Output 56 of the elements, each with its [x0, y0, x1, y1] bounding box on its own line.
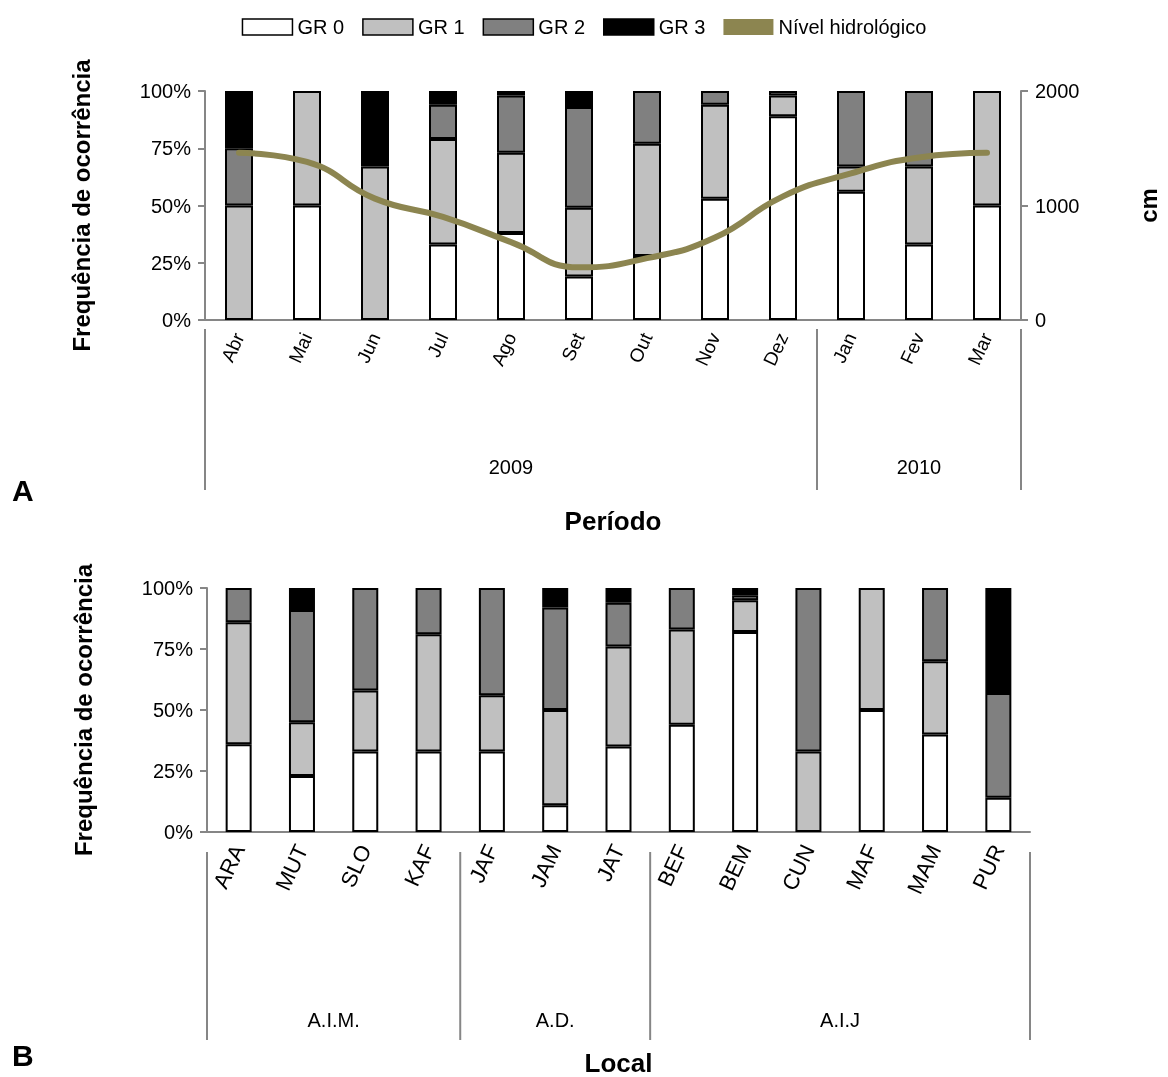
x-tick-label: JAT	[591, 840, 630, 886]
x-tick-label: MAM	[902, 840, 947, 898]
y2-axis-title: cm	[1134, 188, 1162, 223]
y-tick-label: 100%	[141, 577, 194, 599]
text: A.I.M.	[307, 1009, 360, 1031]
legend-label: Nível hidrológico	[778, 16, 927, 38]
x-tick-label: MAF	[840, 840, 884, 894]
x-tick-label: BEF	[652, 840, 694, 891]
legend-label: GR 1	[417, 16, 465, 38]
y-tick-label: 100%	[139, 80, 192, 102]
y2-tick-label: 1000	[1035, 194, 1080, 217]
x-tick-label: BEM	[713, 840, 757, 895]
y-tick-label: 0%	[162, 309, 192, 331]
x-tick-label: Out	[624, 328, 657, 367]
y-axis-title: Frequência de ocorrência	[67, 58, 95, 352]
x-tick-label: Nov	[691, 329, 725, 370]
x-tick-label: KAF	[399, 840, 440, 891]
x-tick-label: Jun	[352, 329, 385, 367]
x-tick-label: Jul	[423, 329, 453, 361]
y-axis-title: Frequência de ocorrência	[69, 563, 97, 857]
y-tick-label: 0%	[164, 821, 194, 843]
y-tick-label: 50%	[150, 194, 192, 217]
text: 2010	[896, 456, 942, 478]
text: A.I.J	[820, 1009, 861, 1031]
y-tick-label: 75%	[150, 137, 192, 160]
text: A.D.	[535, 1009, 575, 1031]
x-tick-label: Ago	[487, 329, 521, 370]
y-tick-label: 50%	[152, 699, 194, 721]
bar	[732, 588, 759, 596]
y-tick-label: 25%	[150, 251, 192, 274]
x-tick-label: Dez	[759, 329, 793, 370]
x-tick-label: Jan	[828, 329, 861, 367]
text: B	[12, 1038, 34, 1072]
x-tick-label: SLO	[335, 840, 377, 892]
legend-label: GR 3	[658, 16, 706, 38]
legend-label: GR 2	[538, 16, 586, 38]
x-tick-label: JAM	[525, 840, 567, 892]
text: 2009	[488, 456, 534, 478]
y2-tick-label: 2000	[1035, 80, 1080, 102]
y2-tick-label: 0	[1035, 309, 1047, 331]
x-tick-label: ARA	[208, 840, 251, 893]
x-tick-label: Mai	[284, 329, 317, 367]
x-tick-label: PUR	[967, 840, 1010, 894]
x-tick-label: Fev	[896, 329, 929, 368]
x-tick-label: CUN	[776, 840, 820, 895]
y-tick-label: 75%	[152, 638, 194, 660]
x-tick-label: Abr	[216, 329, 249, 366]
x-axis-title: Período	[564, 506, 662, 536]
x-tick-label: Set	[557, 328, 589, 365]
legend-label: GR 0	[297, 16, 345, 38]
text: A	[12, 473, 34, 507]
x-axis-title: Local	[584, 1048, 653, 1077]
y-tick-label: 25%	[152, 760, 194, 782]
x-tick-label: JAF	[464, 840, 504, 887]
x-tick-label: Mar	[963, 329, 997, 369]
x-tick-label: MUT	[270, 840, 314, 895]
